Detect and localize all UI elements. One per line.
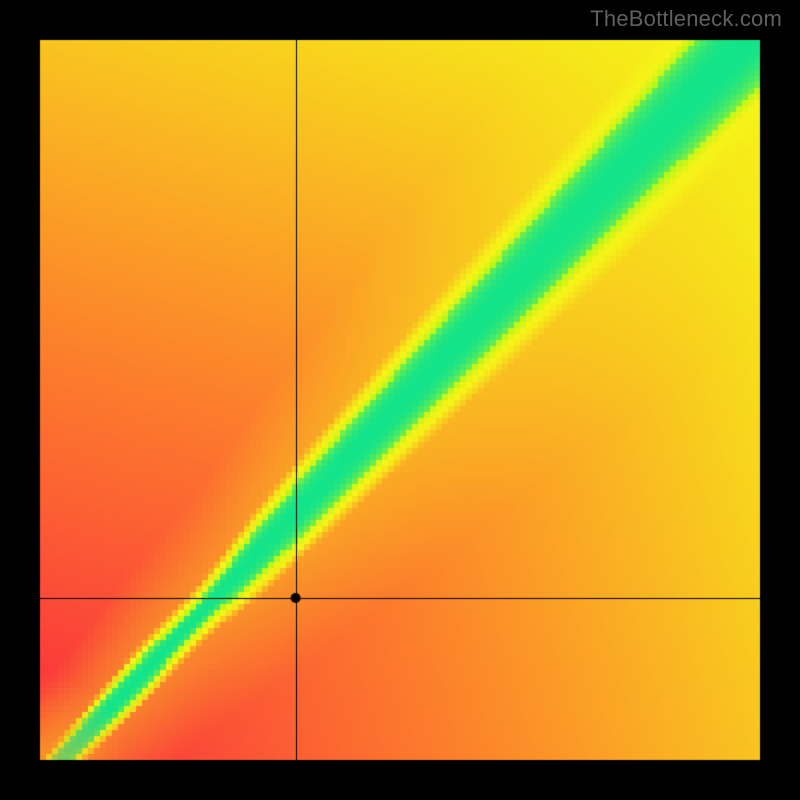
watermark-text: TheBottleneck.com (590, 6, 782, 32)
chart-container: { "watermark": { "text": "TheBottleneck.… (0, 0, 800, 800)
bottleneck-heatmap-canvas (0, 0, 800, 800)
